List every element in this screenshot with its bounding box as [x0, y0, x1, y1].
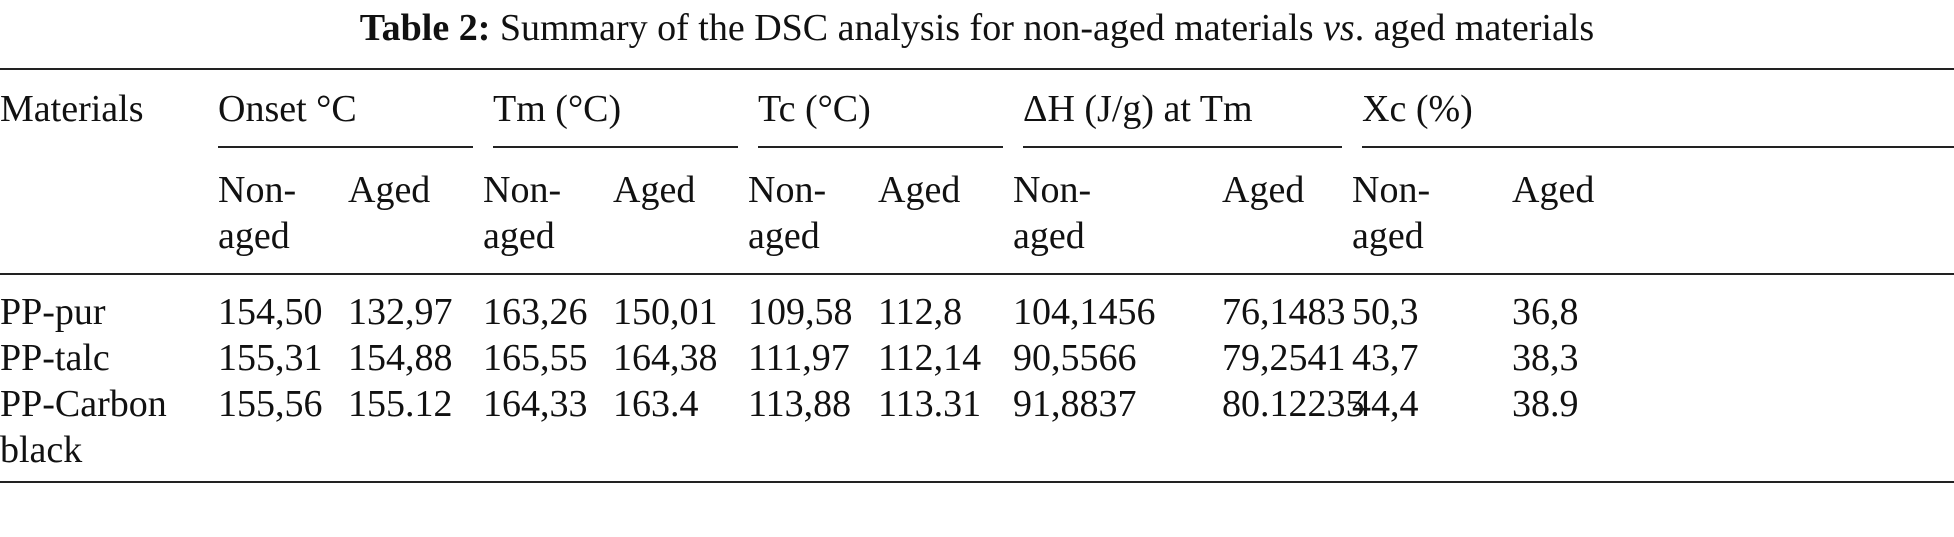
table-caption: Table 2: Summary of the DSC analysis for…	[0, 6, 1954, 50]
tc-group-header: Tc (°C)	[748, 69, 1013, 153]
table-row: PP-talc 155,31 154,88 165,55 164,38 111,…	[0, 335, 1954, 381]
dh-aged-cell: 76,1483	[1222, 291, 1346, 333]
tc-nonaged-cell: 109,58	[748, 291, 853, 333]
dh-nonaged-cell: 91,8837	[1013, 383, 1137, 425]
tc-aged-header: Aged	[878, 169, 961, 211]
dh-aged-header: Aged	[1222, 169, 1305, 211]
dh-nonaged-cell: 104,1456	[1013, 291, 1156, 333]
onset-nonaged-cell: 155,56	[218, 383, 323, 425]
tc-aged-cell: 112,8	[878, 291, 963, 333]
dh-nonaged-header: Non-aged	[1013, 169, 1092, 257]
tm-aged-header: Aged	[613, 169, 696, 211]
xc-aged-header: Aged	[1512, 169, 1595, 211]
xc-nonaged-header: Non-aged	[1352, 169, 1431, 257]
material-cell: PP-talc	[0, 337, 110, 379]
xc-nonaged-cell: 50,3	[1352, 291, 1419, 333]
tc-nonaged-header: Non-aged	[748, 169, 827, 257]
onset-nonaged-cell: 154,50	[218, 291, 323, 333]
xc-aged-cell: 38,3	[1512, 337, 1579, 379]
sub-header-row: Non-aged Aged Non-aged Aged Non-aged Age…	[0, 153, 1954, 274]
caption-vs: vs	[1323, 7, 1355, 49]
onset-aged-header: Aged	[348, 169, 431, 211]
dh-aged-cell: 80.12235	[1222, 383, 1365, 425]
dh-nonaged-cell: 90,5566	[1013, 337, 1137, 379]
tm-aged-cell: 164,38	[613, 337, 718, 379]
dh-group-header: ΔH (J/g) at Tm	[1013, 69, 1352, 153]
caption-text-end: . aged materials	[1354, 7, 1595, 49]
caption-label: Table 2:	[359, 7, 491, 49]
onset-aged-cell: 155.12	[348, 383, 453, 425]
tm-aged-cell: 163.4	[613, 383, 699, 425]
material-cell: PP-pur	[0, 291, 106, 333]
xc-nonaged-cell: 43,7	[1352, 337, 1419, 379]
tm-nonaged-cell: 163,26	[483, 291, 588, 333]
tc-nonaged-cell: 111,97	[748, 337, 850, 379]
tm-nonaged-cell: 165,55	[483, 337, 588, 379]
material-cell: PP-Carbon black	[0, 383, 167, 471]
onset-aged-cell: 132,97	[348, 291, 453, 333]
onset-nonaged-header: Non-aged	[218, 169, 297, 257]
dsc-summary-table: Materials Onset °C Tm (°C) Tc (°C) ΔH (J…	[0, 68, 1954, 483]
group-header-row: Materials Onset °C Tm (°C) Tc (°C) ΔH (J…	[0, 69, 1954, 153]
caption-text: Summary of the DSC analysis for non-aged…	[499, 7, 1314, 49]
xc-nonaged-cell: 44,4	[1352, 383, 1419, 425]
table-row: PP-Carbon black 155,56 155.12 164,33 163.…	[0, 381, 1954, 482]
xc-group-header: Xc (%)	[1352, 69, 1954, 153]
tm-nonaged-header: Non-aged	[483, 169, 562, 257]
onset-group-header: Onset °C	[218, 69, 483, 153]
tc-nonaged-cell: 113,88	[748, 383, 852, 425]
onset-nonaged-cell: 155,31	[218, 337, 323, 379]
dh-aged-cell: 79,2541	[1222, 337, 1346, 379]
materials-header: Materials	[0, 88, 144, 130]
tm-nonaged-cell: 164,33	[483, 383, 588, 425]
onset-aged-cell: 154,88	[348, 337, 453, 379]
tc-aged-cell: 113.31	[878, 383, 982, 425]
xc-aged-cell: 36,8	[1512, 291, 1579, 333]
tc-aged-cell: 112,14	[878, 337, 982, 379]
tm-aged-cell: 150,01	[613, 291, 718, 333]
tm-group-header: Tm (°C)	[483, 69, 748, 153]
xc-aged-cell: 38.9	[1512, 383, 1579, 425]
table-row: PP-pur 154,50 132,97 163,26 150,01 109,5…	[0, 274, 1954, 335]
